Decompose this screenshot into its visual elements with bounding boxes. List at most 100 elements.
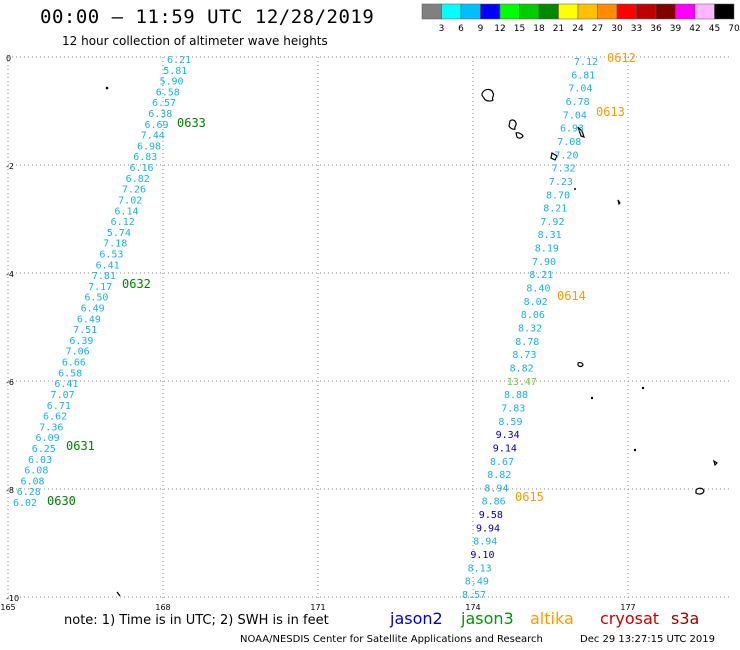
swh-value-label: 7.04 (563, 110, 587, 121)
colorbar-label: 12 (494, 24, 505, 34)
island (508, 119, 517, 130)
swh-value-label: 7.08 (557, 137, 581, 148)
swh-value-label: 6.66 (62, 358, 86, 369)
satellite-s3a: s3a (671, 609, 700, 628)
map-title: 00:00 — 11:59 UTC 12/28/2019 (40, 6, 375, 28)
pass-time-label: 0631 (66, 439, 95, 453)
pass-time-label: 0612 (607, 51, 636, 65)
swh-value-label: 7.04 (568, 84, 592, 95)
wave-height-tracks: 6.215.815.906.586.576.386.697.446.986.83… (13, 55, 598, 601)
island (695, 487, 705, 495)
pass-time-label: 0632 (122, 277, 151, 291)
satellite-altika: altika (530, 609, 574, 628)
swh-value-label: 8.88 (504, 390, 528, 401)
island (550, 152, 558, 161)
swh-value-label: 6.62 (43, 412, 67, 423)
island (481, 88, 495, 102)
swh-value-label: 7.23 (549, 177, 573, 188)
lon-tick-label: 165 (0, 603, 15, 610)
swh-value-label: 6.53 (99, 249, 123, 260)
island (577, 126, 585, 138)
colorbar-label: 33 (631, 24, 642, 34)
island (617, 199, 621, 206)
colorbar-label: 27 (592, 24, 603, 34)
lat-tick-label: 0 (6, 54, 11, 63)
swh-value-label: 6.58 (156, 87, 180, 98)
island (515, 132, 524, 139)
colorbar-swatch (714, 3, 735, 20)
swh-value-label: 6.16 (129, 163, 153, 174)
lon-tick-label: 171 (310, 603, 325, 610)
swh-value-label: 8.59 (498, 417, 522, 428)
swh-value-label: 5.90 (159, 77, 183, 88)
swh-value-label: 8.32 (518, 324, 542, 335)
lat-tick-label: -8 (6, 486, 14, 495)
satellite-cryosat: cryosat (600, 609, 660, 628)
swh-value-label: 6.14 (114, 206, 138, 217)
lat-tick-label: -6 (6, 378, 14, 387)
swh-value-label: 7.20 (554, 150, 578, 161)
swh-value-label: 8.02 (524, 297, 548, 308)
colorbar-label: 42 (689, 24, 700, 34)
swh-value-label: 8.82 (510, 363, 534, 374)
swh-value-label: 7.36 (39, 422, 63, 433)
pass-time-label: 0614 (557, 289, 586, 303)
swh-value-label: 6.21 (167, 55, 191, 66)
swh-value-label: 6.38 (148, 109, 172, 120)
swh-value-label: 6.28 (17, 487, 41, 498)
swh-value-label: 7.51 (73, 325, 97, 336)
swh-value-label: 6.41 (54, 379, 78, 390)
colorbar-label: 15 (514, 24, 525, 34)
colorbar-label: 18 (533, 24, 545, 34)
map-subtitle: 12 hour collection of altimeter wave hei… (62, 34, 328, 48)
swh-value-label: 6.82 (126, 174, 150, 185)
island (574, 188, 576, 190)
colorbar-label: 24 (572, 24, 584, 34)
colorbar-label: 36 (650, 24, 662, 34)
swh-value-label: 7.07 (51, 390, 75, 401)
units-note: note: 1) Time is in UTC; 2) SWH is in fe… (64, 613, 329, 628)
swh-value-label: 6.02 (13, 498, 37, 509)
swh-value-label: 8.57 (462, 590, 486, 601)
swh-value-label: 6.57 (152, 98, 176, 109)
swh-value-label: 13.47 (507, 377, 537, 388)
colorbar-label: 6 (458, 24, 464, 34)
swh-value-label: 6.03 (28, 455, 52, 466)
swh-value-label: 7.81 (92, 271, 116, 282)
swh-value-label: 9.58 (479, 510, 503, 521)
satellite-jason3: jason3 (461, 609, 514, 628)
swh-value-label: 8.94 (473, 537, 497, 548)
swh-value-label: 8.13 (468, 563, 492, 574)
swh-value-label: 8.19 (535, 244, 559, 255)
swh-value-label: 5.81 (163, 66, 187, 77)
swh-value-label: 8.78 (515, 337, 539, 348)
colorbar-label: 45 (709, 24, 720, 34)
swh-value-label: 6.69 (144, 120, 168, 131)
lon-tick-label: 168 (155, 603, 170, 610)
island (633, 448, 637, 452)
swh-value-label: 6.08 (24, 466, 48, 477)
swh-value-label: 6.09 (36, 433, 60, 444)
pass-time-label: 0630 (47, 494, 76, 508)
island (641, 386, 645, 390)
colorbar-label: 39 (670, 24, 682, 34)
swh-value-label: 8.86 (482, 497, 506, 508)
swh-value-label: 7.18 (103, 239, 127, 250)
swh-value-label: 6.93 (560, 124, 584, 135)
swh-value-label: 7.44 (141, 131, 165, 142)
swh-value-label: 6.78 (566, 97, 590, 108)
swh-value-label: 7.12 (574, 57, 598, 68)
swh-value-label: 8.82 (487, 470, 511, 481)
grid-lines (7, 56, 732, 600)
swh-value-label: 8.94 (484, 483, 508, 494)
island (713, 459, 718, 467)
lat-tick-label: -4 (6, 270, 14, 279)
swh-value-label: 8.70 (546, 190, 570, 201)
swh-value-label: 6.08 (21, 476, 45, 487)
swh-value-label: 7.06 (66, 347, 90, 358)
swh-value-label: 7.26 (122, 185, 146, 196)
lat-tick-label: -10 (6, 594, 19, 603)
swh-value-label: 8.40 (526, 284, 550, 295)
swh-value-label: 6.49 (77, 314, 101, 325)
swh-value-label: 7.92 (540, 217, 564, 228)
